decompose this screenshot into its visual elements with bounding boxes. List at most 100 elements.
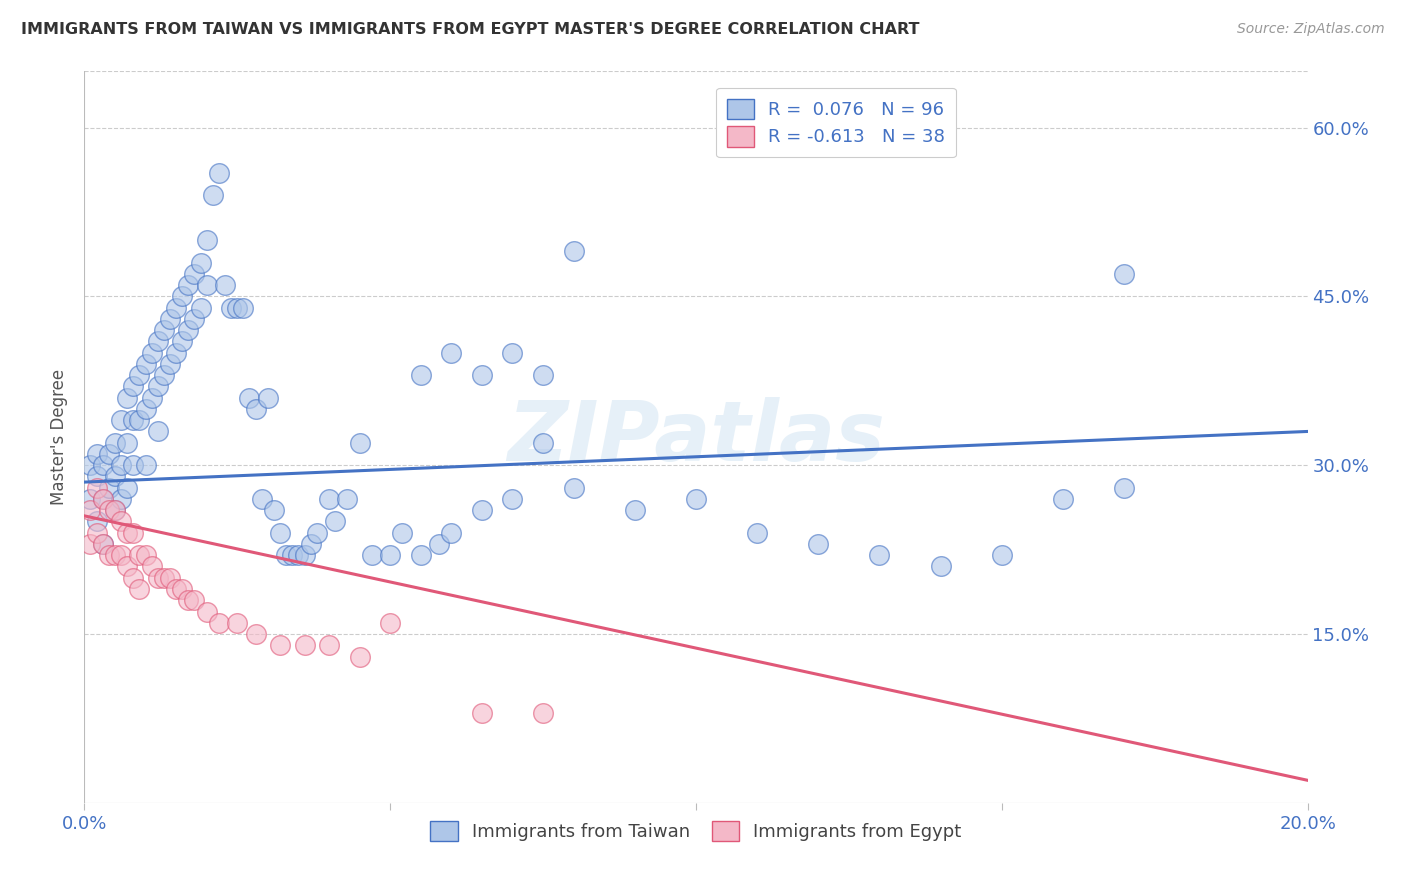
Point bbox=[226, 615, 249, 630]
Legend: Immigrants from Taiwan, Immigrants from Egypt: Immigrants from Taiwan, Immigrants from … bbox=[423, 814, 969, 848]
Point bbox=[502, 491, 524, 506]
Point bbox=[86, 515, 108, 529]
Point bbox=[79, 503, 101, 517]
Point bbox=[208, 615, 231, 630]
Point bbox=[115, 435, 138, 450]
Point bbox=[287, 548, 309, 562]
Text: IMMIGRANTS FROM TAIWAN VS IMMIGRANTS FROM EGYPT MASTER'S DEGREE CORRELATION CHAR: IMMIGRANTS FROM TAIWAN VS IMMIGRANTS FRO… bbox=[21, 22, 920, 37]
Point bbox=[299, 537, 322, 551]
Text: Source: ZipAtlas.com: Source: ZipAtlas.com bbox=[1237, 22, 1385, 37]
Point bbox=[115, 525, 138, 540]
Point bbox=[122, 379, 145, 393]
Point bbox=[146, 379, 169, 393]
Point bbox=[380, 548, 402, 562]
Point bbox=[562, 481, 585, 495]
Point bbox=[97, 481, 120, 495]
Point bbox=[349, 649, 371, 664]
Point bbox=[110, 548, 132, 562]
Point bbox=[269, 525, 291, 540]
Point bbox=[115, 391, 138, 405]
Point bbox=[86, 469, 108, 483]
Point bbox=[195, 233, 218, 247]
Point bbox=[159, 312, 181, 326]
Point bbox=[1052, 491, 1074, 506]
Point bbox=[245, 627, 267, 641]
Point bbox=[91, 491, 114, 506]
Y-axis label: Master's Degree: Master's Degree bbox=[51, 369, 69, 505]
Point bbox=[146, 425, 169, 439]
Point bbox=[146, 334, 169, 349]
Point bbox=[86, 525, 108, 540]
Point bbox=[159, 571, 181, 585]
Point bbox=[929, 559, 952, 574]
Point bbox=[153, 323, 176, 337]
Point bbox=[232, 301, 254, 315]
Point bbox=[409, 368, 432, 383]
Point bbox=[305, 525, 328, 540]
Point bbox=[1114, 481, 1136, 495]
Point bbox=[172, 334, 194, 349]
Point bbox=[159, 357, 181, 371]
Point bbox=[135, 548, 157, 562]
Point bbox=[226, 301, 249, 315]
Point bbox=[208, 166, 231, 180]
Text: ZIPatlas: ZIPatlas bbox=[508, 397, 884, 477]
Point bbox=[104, 503, 127, 517]
Point bbox=[110, 413, 132, 427]
Point bbox=[747, 525, 769, 540]
Point bbox=[79, 458, 101, 473]
Point bbox=[294, 638, 316, 652]
Point bbox=[91, 537, 114, 551]
Point bbox=[135, 357, 157, 371]
Point bbox=[190, 255, 212, 269]
Point bbox=[165, 301, 187, 315]
Point bbox=[128, 413, 150, 427]
Point bbox=[360, 548, 382, 562]
Point bbox=[97, 548, 120, 562]
Point bbox=[349, 435, 371, 450]
Point bbox=[141, 391, 163, 405]
Point bbox=[281, 548, 304, 562]
Point bbox=[146, 571, 169, 585]
Point bbox=[183, 593, 205, 607]
Point bbox=[471, 368, 494, 383]
Point bbox=[122, 458, 145, 473]
Point bbox=[427, 537, 450, 551]
Point bbox=[128, 368, 150, 383]
Point bbox=[562, 244, 585, 259]
Point bbox=[336, 491, 359, 506]
Point bbox=[318, 638, 340, 652]
Point bbox=[165, 582, 187, 596]
Point bbox=[104, 469, 127, 483]
Point bbox=[195, 278, 218, 293]
Point bbox=[685, 491, 707, 506]
Point bbox=[391, 525, 413, 540]
Point bbox=[141, 559, 163, 574]
Point bbox=[238, 391, 260, 405]
Point bbox=[440, 525, 463, 540]
Point bbox=[195, 605, 218, 619]
Point bbox=[219, 301, 242, 315]
Point bbox=[91, 491, 114, 506]
Point bbox=[172, 289, 194, 303]
Point bbox=[807, 537, 830, 551]
Point bbox=[1114, 267, 1136, 281]
Point bbox=[110, 491, 132, 506]
Point bbox=[190, 301, 212, 315]
Point bbox=[263, 503, 285, 517]
Point bbox=[245, 401, 267, 416]
Point bbox=[531, 706, 554, 720]
Point bbox=[471, 706, 494, 720]
Point bbox=[440, 345, 463, 359]
Point bbox=[201, 188, 224, 202]
Point bbox=[991, 548, 1014, 562]
Point bbox=[141, 345, 163, 359]
Point bbox=[153, 368, 176, 383]
Point bbox=[177, 323, 200, 337]
Point bbox=[86, 447, 108, 461]
Point bbox=[104, 503, 127, 517]
Point bbox=[153, 571, 176, 585]
Point bbox=[128, 582, 150, 596]
Point bbox=[531, 368, 554, 383]
Point bbox=[122, 571, 145, 585]
